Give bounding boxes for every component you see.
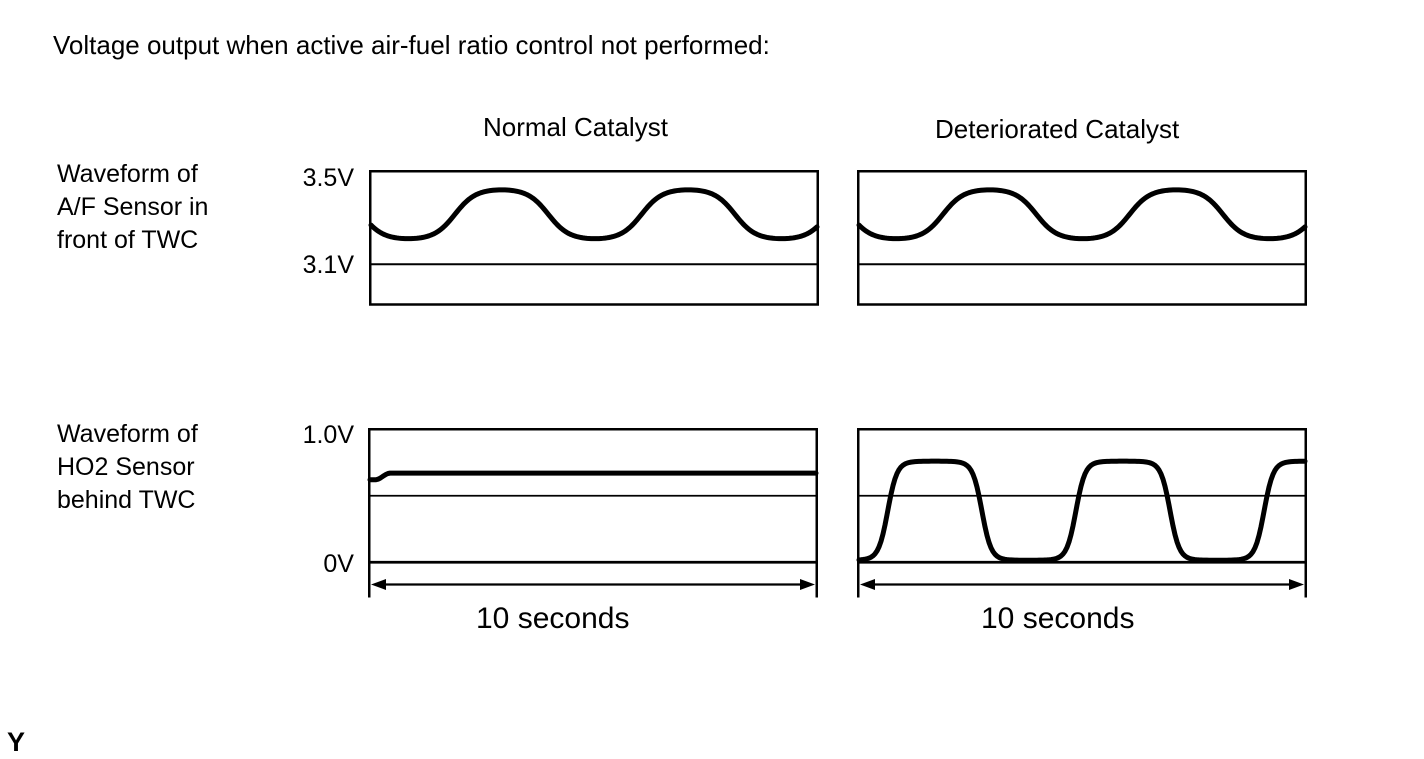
y-axis-label-1-0v: 1.0V — [302, 421, 354, 449]
row-label-line: A/F Sensor in — [57, 193, 209, 221]
arrowhead-left — [860, 579, 875, 590]
y-axis-label-3-1v: 3.1V — [302, 251, 354, 279]
ho2-normal-waveform-panel — [367, 428, 819, 598]
row-label-af-sensor: Waveform of A/F Sensor in front of TWC — [57, 158, 208, 257]
column-header-normal-catalyst: Normal Catalyst — [483, 112, 668, 142]
panel-border — [369, 170, 819, 306]
row-label-line: behind TWC — [57, 486, 196, 514]
waveform-path — [856, 458, 1308, 563]
panel-border — [857, 428, 1307, 598]
duration-label-deteriorated: 10 seconds — [981, 602, 1135, 635]
panel-border — [857, 170, 1307, 306]
arrowhead-left — [371, 579, 386, 590]
footer-mark: Y — [7, 727, 26, 757]
row-label-ho2-sensor: Waveform of HO2 Sensor behind TWC — [57, 418, 198, 517]
row-label-line: front of TWC — [57, 226, 199, 254]
waveform-path — [856, 187, 1308, 242]
ho2-deteriorated-waveform-panel — [856, 428, 1308, 598]
waveform-path — [368, 187, 820, 242]
page-title: Voltage output when active air-fuel rati… — [53, 30, 770, 60]
arrowhead-right — [800, 579, 815, 590]
af-normal-waveform-panel — [368, 170, 820, 306]
row-label-line: Waveform of — [57, 420, 198, 448]
waveform-path — [367, 470, 819, 483]
duration-label-normal: 10 seconds — [476, 602, 630, 635]
af-deteriorated-waveform-panel — [856, 170, 1308, 306]
row-label-line: Waveform of — [57, 160, 198, 188]
row-label-line: HO2 Sensor — [57, 453, 195, 481]
y-axis-label-3-5v: 3.5V — [302, 164, 354, 192]
panel-border — [368, 428, 818, 598]
column-header-deteriorated-catalyst: Deteriorated Catalyst — [935, 114, 1180, 144]
y-axis-label-0v: 0V — [323, 550, 354, 578]
arrowhead-right — [1289, 579, 1304, 590]
